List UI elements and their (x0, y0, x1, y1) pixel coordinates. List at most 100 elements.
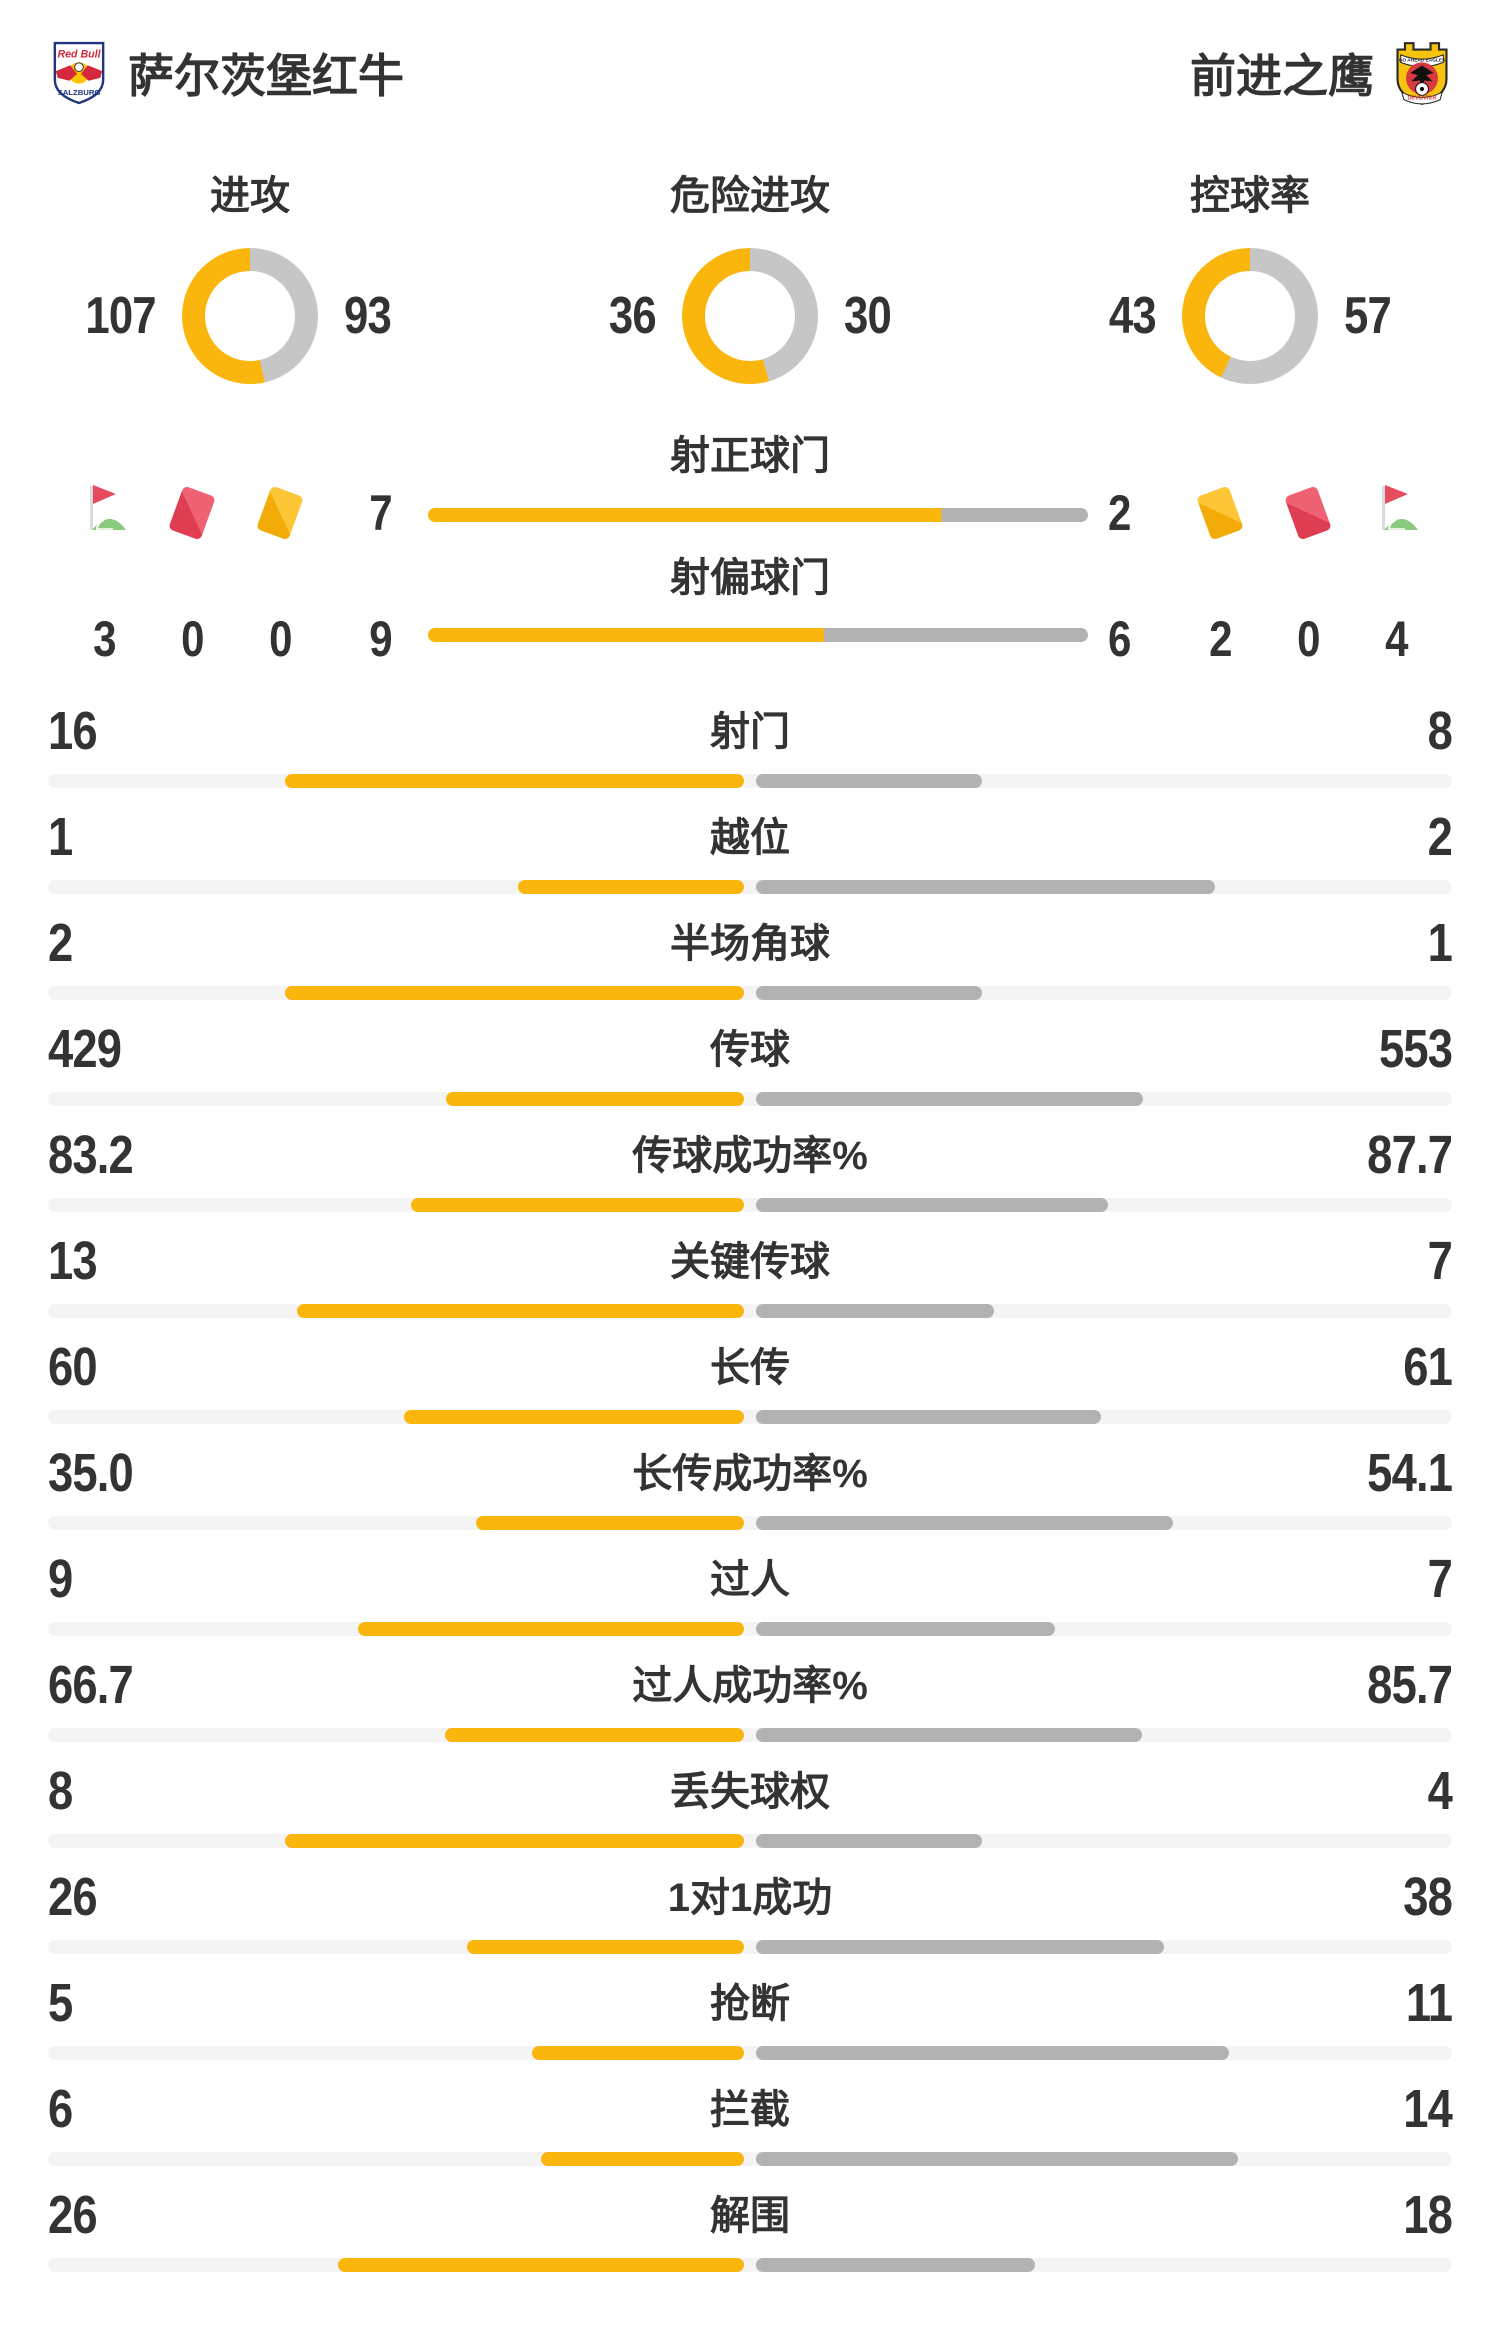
stat-home-value: 35.0 (48, 1443, 134, 1503)
svg-text:GO AHEAD EAGLES: GO AHEAD EAGLES (1399, 57, 1446, 63)
stat-label: 关键传球 (670, 1240, 830, 1284)
stat-row: 5 抢断 11 (0, 1964, 1500, 2070)
stat-bar-track (48, 1198, 1452, 1212)
stat-bar-track (48, 1516, 1452, 1530)
stat-label: 射门 (710, 710, 790, 754)
away-red-cards-count: 0 (1296, 611, 1320, 667)
yellow-card-icon (1196, 485, 1244, 541)
stat-bar-track (48, 1092, 1452, 1106)
stat-bar-away (756, 1410, 1102, 1424)
home-red-cards-count: 0 (180, 611, 204, 667)
stat-away-value: 14 (1403, 2079, 1453, 2139)
shots-on-target-home-value: 7 (369, 485, 392, 541)
stat-label: 拦截 (710, 2088, 790, 2132)
stat-label: 丢失球权 (670, 1770, 830, 1814)
donut-title: 进攻 (210, 174, 290, 218)
stat-row: 35.0 长传成功率% 54.1 (0, 1434, 1500, 1540)
stat-bar-home (410, 1198, 744, 1212)
away-corners-count: 4 (1384, 611, 1408, 667)
svg-text:DEVENTER: DEVENTER (1408, 96, 1437, 102)
stat-row: 60 长传 61 (0, 1328, 1500, 1434)
shots-cards-section: 射正球门 射偏球门 7 2 9 6 3 0 0 2 0 4 (0, 432, 1500, 682)
stat-home-value: 2 (48, 913, 73, 973)
stat-row: 429 传球 553 (0, 1010, 1500, 1116)
stat-bar-track (48, 1834, 1452, 1848)
stat-away-value: 553 (1378, 1019, 1453, 1079)
stat-row: 6 拦截 14 (0, 2070, 1500, 2176)
stat-label: 传球成功率% (632, 1134, 868, 1178)
shots-off-target-label: 射偏球门 (670, 556, 830, 600)
home-team[interactable]: Red Bull SALZBURG 萨尔茨堡红牛 (50, 40, 404, 106)
shots-on-target-away-value: 2 (1108, 485, 1131, 541)
stat-bar-home (338, 2258, 744, 2272)
stat-bar-away (756, 986, 983, 1000)
stat-bar-home (444, 1728, 744, 1742)
stat-home-value: 66.7 (48, 1655, 134, 1715)
stat-bar-away (756, 774, 983, 788)
donut-group-possession: 控球率 43 57 (1060, 172, 1440, 384)
stat-bar-track (48, 1940, 1452, 1954)
stat-away-value: 8 (1427, 701, 1453, 761)
stat-row: 83.2 传球成功率% 87.7 (0, 1116, 1500, 1222)
stat-label: 1对1成功 (667, 1876, 833, 1920)
stat-row: 13 关键传球 7 (0, 1222, 1500, 1328)
stat-bar-track (48, 2258, 1452, 2272)
stat-row: 8 丢失球权 4 (0, 1752, 1500, 1858)
corner-flag-icon (90, 485, 126, 530)
donut-group-attacks: 进攻 107 93 (60, 172, 440, 384)
stat-bar-track (48, 1304, 1452, 1318)
stat-bar-away (756, 2152, 1238, 2166)
stat-bar-home (285, 986, 744, 1000)
donut-away-value: 57 (1344, 287, 1392, 345)
donut-title: 控球率 (1190, 174, 1310, 218)
home-team-logo-icon: Red Bull SALZBURG (53, 41, 105, 105)
stat-home-value: 26 (48, 1867, 98, 1927)
donut-title: 危险进攻 (670, 174, 830, 218)
stat-bar-home (466, 1940, 744, 1954)
svg-text:SALZBURG: SALZBURG (58, 88, 101, 97)
stat-home-value: 429 (48, 1019, 122, 1079)
corner-flag-icon (1382, 485, 1418, 530)
stat-label: 半场角球 (670, 922, 830, 966)
donut-home-value: 107 (85, 287, 157, 345)
shots-off-target-home-value: 9 (369, 611, 392, 667)
stat-bar-away (756, 880, 1215, 894)
svg-text:Red Bull: Red Bull (57, 49, 101, 61)
stat-away-value: 38 (1403, 1867, 1453, 1927)
stat-home-value: 8 (48, 1761, 73, 1821)
stat-label: 传球 (710, 1028, 790, 1072)
stat-row: 26 解围 18 (0, 2176, 1500, 2282)
stat-bar-home (517, 880, 744, 894)
stat-row: 66.7 过人成功率% 85.7 (0, 1646, 1500, 1752)
stat-bar-home (285, 1834, 744, 1848)
stat-label: 过人 (710, 1558, 790, 1602)
stat-bar-track (48, 1622, 1452, 1636)
stat-home-value: 26 (48, 2185, 98, 2245)
stat-row: 16 射门 8 (0, 692, 1500, 798)
possession-donut-chart (1182, 248, 1318, 384)
stat-home-value: 9 (48, 1549, 73, 1609)
stat-row: 1 越位 2 (0, 798, 1500, 904)
stat-label: 越位 (710, 816, 790, 860)
stat-bar-away (756, 1940, 1164, 1954)
stat-home-value: 1 (48, 807, 73, 867)
yellow-card-icon (256, 485, 304, 541)
shots-off-target-away-value: 6 (1108, 611, 1131, 667)
dangerous-attacks-donut-chart (682, 248, 818, 384)
stat-bar-track (48, 1410, 1452, 1424)
stat-bar-away (756, 2046, 1230, 2060)
donut-group-dangerous-attacks: 危险进攻 36 30 (560, 172, 940, 384)
stat-away-value: 7 (1427, 1549, 1453, 1609)
stat-bar-home (476, 1516, 744, 1530)
stat-away-value: 18 (1403, 2185, 1453, 2245)
stat-label: 解围 (710, 2194, 790, 2238)
away-team[interactable]: 前进之鹰 GO AHEAD EAGLES DEVENTER (1190, 40, 1450, 106)
stat-bar-home (285, 774, 744, 788)
stat-bar-away (756, 1304, 994, 1318)
stat-bar-track (48, 2152, 1452, 2166)
away-yellow-cards-count: 2 (1208, 611, 1232, 667)
stat-bar-home (296, 1304, 744, 1318)
stats-section: 16 射门 8 1 越位 2 2 半场角球 1 429 传球 553 (0, 692, 1500, 2282)
stat-bar-track (48, 986, 1452, 1000)
donut-home-value: 43 (1109, 287, 1157, 345)
